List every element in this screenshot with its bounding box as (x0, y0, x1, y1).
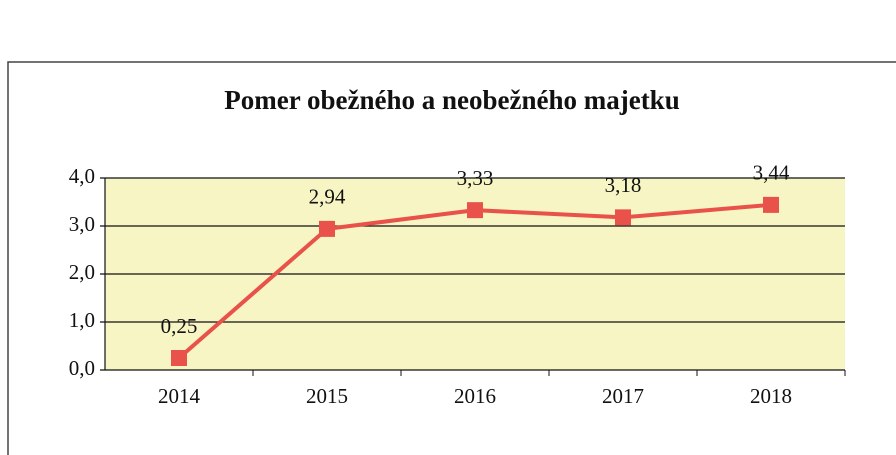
y-tick-label: 2,0 (69, 260, 95, 284)
x-tick-label: 2015 (306, 384, 348, 408)
x-tick-label: 2014 (158, 384, 201, 408)
marker (319, 220, 335, 237)
y-tick-label: 4,0 (69, 164, 95, 188)
data-label: 0,25 (161, 314, 198, 338)
data-label: 3,33 (457, 166, 494, 190)
marker (615, 209, 631, 226)
marker (467, 202, 483, 219)
data-label: 3,18 (605, 173, 642, 197)
x-tick-label: 2016 (454, 384, 496, 408)
x-tick-label: 2017 (602, 384, 644, 408)
data-label: 2,94 (309, 185, 346, 209)
y-tick-label: 1,0 (69, 308, 95, 332)
marker (171, 350, 187, 366)
marker (763, 196, 779, 213)
data-label: 3,44 (753, 161, 790, 185)
chart-title: Pomer obežného a neobežného majetku (224, 85, 679, 115)
x-tick-label: 2018 (750, 384, 792, 408)
y-tick-label: 3,0 (69, 212, 95, 236)
y-tick-label: 0,0 (69, 356, 95, 380)
